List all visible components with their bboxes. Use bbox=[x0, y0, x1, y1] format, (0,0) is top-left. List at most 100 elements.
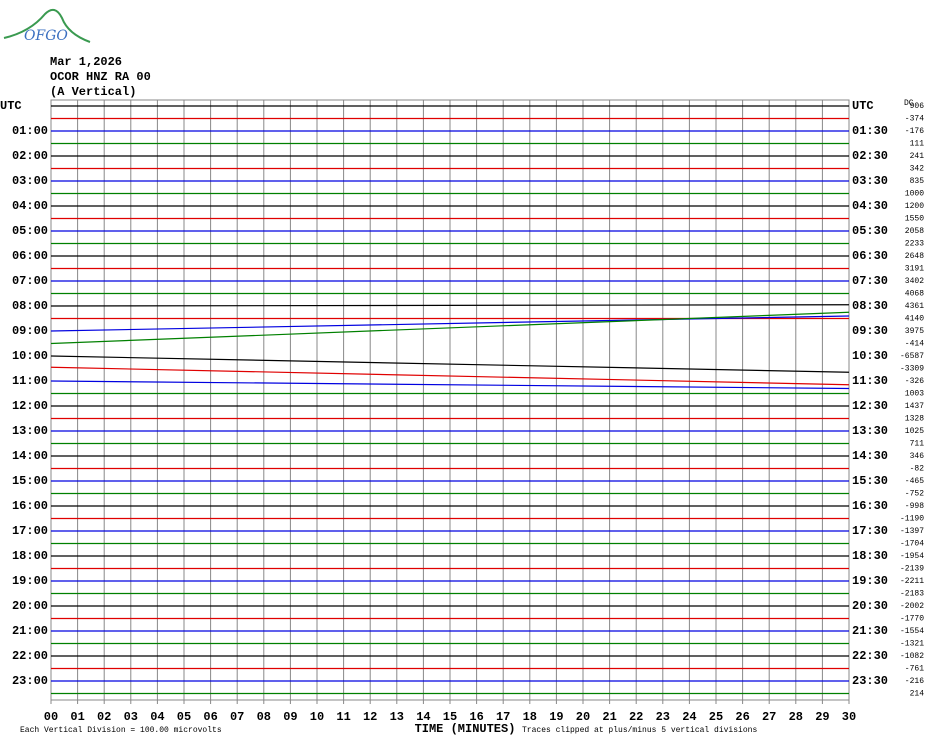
clip-note: Traces clipped at plus/minus 5 vertical … bbox=[522, 726, 757, 735]
x-tick-label: 24 bbox=[682, 710, 696, 724]
dc-value: -761 bbox=[905, 665, 924, 674]
dc-value: 4361 bbox=[905, 302, 924, 311]
logo: OFGO bbox=[3, 8, 91, 44]
dc-value: -374 bbox=[905, 115, 924, 124]
x-tick-label: 11 bbox=[336, 710, 350, 724]
dc-value: -1954 bbox=[900, 552, 924, 561]
dc-value: 3402 bbox=[905, 277, 924, 286]
left-time-label: 02:00 bbox=[12, 149, 48, 163]
dc-value: -82 bbox=[910, 465, 925, 474]
right-time-label: 10:30 bbox=[852, 349, 888, 363]
x-tick-label: 21 bbox=[602, 710, 616, 724]
left-time-label: 13:00 bbox=[12, 424, 48, 438]
right-time-label: 04:30 bbox=[852, 199, 888, 213]
right-time-label: 20:30 bbox=[852, 599, 888, 613]
x-tick-label: 22 bbox=[629, 710, 643, 724]
trace bbox=[50, 366, 850, 386]
x-tick-label: 03 bbox=[124, 710, 138, 724]
x-tick-label: 09 bbox=[283, 710, 297, 724]
x-tick-label: 15 bbox=[443, 710, 457, 724]
right-time-label: 17:30 bbox=[852, 524, 888, 538]
right-time-label: 23:30 bbox=[852, 674, 888, 688]
dc-value: -216 bbox=[905, 677, 924, 686]
dc-value: 711 bbox=[910, 440, 925, 449]
left-time-label: 09:00 bbox=[12, 324, 48, 338]
trace bbox=[50, 380, 850, 390]
x-tick-label: 17 bbox=[496, 710, 510, 724]
dc-label: DC bbox=[904, 99, 914, 108]
right-time-label: 16:30 bbox=[852, 499, 888, 513]
left-time-label: 06:00 bbox=[12, 249, 48, 263]
dc-value: -1770 bbox=[900, 615, 924, 624]
right-time-label: 11:30 bbox=[852, 374, 888, 388]
right-time-label: 18:30 bbox=[852, 549, 888, 563]
dc-value: 2233 bbox=[905, 240, 924, 249]
right-time-label: 05:30 bbox=[852, 224, 888, 238]
dc-value: -2002 bbox=[900, 602, 924, 611]
trace bbox=[50, 311, 850, 345]
dc-value: 1550 bbox=[905, 215, 924, 224]
left-time-label: 05:00 bbox=[12, 224, 48, 238]
right-time-label: 09:30 bbox=[852, 324, 888, 338]
left-time-label: 17:00 bbox=[12, 524, 48, 538]
dc-value: 214 bbox=[910, 690, 925, 699]
left-time-label: 19:00 bbox=[12, 574, 48, 588]
right-time-label: 01:30 bbox=[852, 124, 888, 138]
dc-value: 1328 bbox=[905, 415, 924, 424]
dc-value: 346 bbox=[910, 452, 925, 461]
dc-value: -1082 bbox=[900, 652, 924, 661]
right-time-label: 14:30 bbox=[852, 449, 888, 463]
dc-value: 111 bbox=[910, 140, 925, 149]
right-time-label: 19:30 bbox=[852, 574, 888, 588]
dc-value: -2139 bbox=[900, 565, 924, 574]
trace bbox=[50, 304, 850, 307]
right-time-label: UTC bbox=[852, 99, 874, 113]
dc-value: 4140 bbox=[905, 315, 924, 324]
left-time-label: 11:00 bbox=[12, 374, 48, 388]
right-time-label: 22:30 bbox=[852, 649, 888, 663]
dc-value: -6587 bbox=[900, 352, 924, 361]
trace bbox=[50, 315, 850, 332]
dc-value: 3975 bbox=[905, 327, 924, 336]
dc-value: 2058 bbox=[905, 227, 924, 236]
left-time-label: 21:00 bbox=[12, 624, 48, 638]
header-line: Mar 1,2026 bbox=[50, 55, 122, 69]
x-tick-label: 14 bbox=[416, 710, 430, 724]
left-time-label: 16:00 bbox=[12, 499, 48, 513]
left-time-label: 14:00 bbox=[12, 449, 48, 463]
right-time-label: 13:30 bbox=[852, 424, 888, 438]
dc-value: -414 bbox=[905, 340, 924, 349]
x-tick-label: 07 bbox=[230, 710, 244, 724]
right-time-label: 08:30 bbox=[852, 299, 888, 313]
right-time-label: 21:30 bbox=[852, 624, 888, 638]
left-time-label: 04:00 bbox=[12, 199, 48, 213]
right-time-label: 02:30 bbox=[852, 149, 888, 163]
dc-value: -1190 bbox=[900, 515, 924, 524]
dc-value: 1437 bbox=[905, 402, 924, 411]
dc-value: -2211 bbox=[900, 577, 924, 586]
dc-value: -326 bbox=[905, 377, 924, 386]
x-tick-label: 29 bbox=[815, 710, 829, 724]
right-time-label: 06:30 bbox=[852, 249, 888, 263]
x-tick-label: 28 bbox=[789, 710, 803, 724]
x-tick-label: 30 bbox=[842, 710, 856, 724]
dc-value: -1704 bbox=[900, 540, 924, 549]
right-time-label: 07:30 bbox=[852, 274, 888, 288]
x-tick-label: 01 bbox=[70, 710, 84, 724]
dc-value: -465 bbox=[905, 477, 924, 486]
dc-value: 4068 bbox=[905, 290, 924, 299]
right-time-label: 15:30 bbox=[852, 474, 888, 488]
dc-value: 835 bbox=[910, 177, 925, 186]
left-time-label: 03:00 bbox=[12, 174, 48, 188]
plot-frame bbox=[50, 99, 850, 701]
dc-value: 2648 bbox=[905, 252, 924, 261]
left-time-label: 12:00 bbox=[12, 399, 48, 413]
left-time-label: 01:00 bbox=[12, 124, 48, 138]
dc-value: -1397 bbox=[900, 527, 924, 536]
header-line: (A Vertical) bbox=[50, 85, 136, 99]
dc-value: -752 bbox=[905, 490, 924, 499]
scale-note: Each Vertical Division = 100.00 microvol… bbox=[20, 726, 222, 735]
logo-curve bbox=[3, 8, 91, 43]
x-tick-label: 06 bbox=[203, 710, 217, 724]
